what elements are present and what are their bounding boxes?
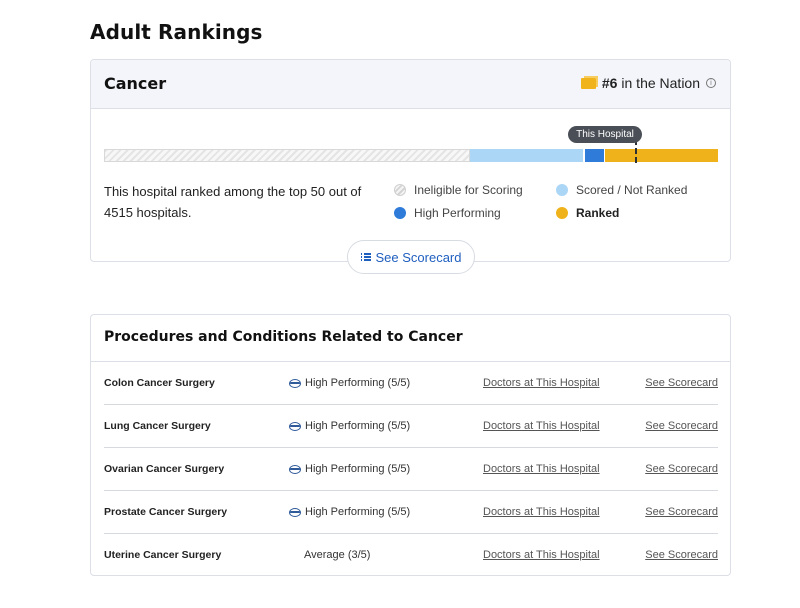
legend-scored-dot <box>556 184 568 196</box>
procedure-rating-label: Average (3/5) <box>304 549 371 561</box>
legend-scored: Scored / Not Ranked <box>556 183 687 197</box>
procedure-name: Uterine Cancer Surgery <box>104 549 222 561</box>
ranking-description: This hospital ranked among the top 50 ou… <box>104 184 362 220</box>
procedure-rating: High Performing (5/5) <box>289 377 410 389</box>
doctors-link[interactable]: Doctors at This Hospital <box>483 506 600 518</box>
procedure-name: Lung Cancer Surgery <box>104 420 211 432</box>
info-icon[interactable]: i <box>706 78 716 88</box>
bar-segment-ranked <box>605 149 718 162</box>
bar-segment-ineligible <box>104 149 470 162</box>
legend-high-label: High Performing <box>414 206 501 220</box>
legend-ranked: Ranked <box>556 206 619 220</box>
procedure-rating-label: High Performing (5/5) <box>305 420 411 432</box>
table-row: Colon Cancer Surgery High Performing (5/… <box>104 362 718 405</box>
ranking-bar <box>104 149 718 162</box>
specialty-title: Cancer <box>104 74 167 93</box>
high-performing-icon <box>289 507 301 517</box>
rank-badge-icon <box>580 75 598 89</box>
scorecard-link[interactable]: See Scorecard <box>645 420 718 432</box>
scorecard-link[interactable]: See Scorecard <box>645 506 718 518</box>
procedure-rating-label: High Performing (5/5) <box>305 377 411 389</box>
high-performing-icon <box>289 464 301 474</box>
see-scorecard-button[interactable]: See Scorecard <box>347 240 475 274</box>
bar-segment-high-performing <box>585 149 604 162</box>
procedures-title: Procedures and Conditions Related to Can… <box>104 329 463 345</box>
scorecard-link[interactable]: See Scorecard <box>645 549 718 561</box>
procedures-table: Colon Cancer Surgery High Performing (5/… <box>104 362 718 577</box>
legend-scored-label: Scored / Not Ranked <box>576 183 688 197</box>
legend-high: High Performing <box>394 206 501 220</box>
see-scorecard-label: See Scorecard <box>375 249 462 265</box>
hospital-marker-label: This Hospital <box>568 126 642 143</box>
page-title: Adult Rankings <box>90 20 263 44</box>
procedure-rating-label: High Performing (5/5) <box>305 506 411 518</box>
procedure-rating: High Performing (5/5) <box>289 463 410 475</box>
table-row: Uterine Cancer Surgery Average (3/5) Doc… <box>104 534 718 577</box>
procedure-rating: High Performing (5/5) <box>289 506 410 518</box>
doctors-link[interactable]: Doctors at This Hospital <box>483 377 600 389</box>
ranking-header: Cancer #6 in the Nation i <box>91 60 730 109</box>
legend-ineligible: Ineligible for Scoring <box>394 183 523 197</box>
table-row: Ovarian Cancer Surgery High Performing (… <box>104 448 718 491</box>
procedures-header: Procedures and Conditions Related to Can… <box>91 315 730 362</box>
scorecard-link[interactable]: See Scorecard <box>645 377 718 389</box>
nation-rank-suffix: in the Nation <box>621 75 700 91</box>
hospital-marker-line <box>635 139 637 163</box>
procedure-name: Ovarian Cancer Surgery <box>104 463 225 475</box>
legend-ranked-dot <box>556 207 568 219</box>
table-row: Lung Cancer Surgery High Performing (5/5… <box>104 405 718 448</box>
doctors-link[interactable]: Doctors at This Hospital <box>483 549 600 561</box>
procedure-name: Colon Cancer Surgery <box>104 377 215 389</box>
high-performing-icon <box>289 421 301 431</box>
doctors-link[interactable]: Doctors at This Hospital <box>483 463 600 475</box>
ranking-card: Cancer #6 in the Nation i This Hospital … <box>90 59 731 274</box>
procedure-rating: High Performing (5/5) <box>289 420 410 432</box>
table-row: Prostate Cancer Surgery High Performing … <box>104 491 718 534</box>
legend-high-dot <box>394 207 406 219</box>
doctors-link[interactable]: Doctors at This Hospital <box>483 420 600 432</box>
legend-ineligible-dot <box>394 184 406 196</box>
nation-rank: #6 in the Nation i <box>580 75 716 91</box>
bar-segment-scored <box>470 149 583 162</box>
legend-ineligible-label: Ineligible for Scoring <box>414 183 523 197</box>
scorecard-link[interactable]: See Scorecard <box>645 463 718 475</box>
list-icon <box>360 253 371 261</box>
nation-rank-number: #6 <box>601 75 618 91</box>
legend-ranked-label: Ranked <box>576 206 620 220</box>
high-performing-icon <box>289 378 301 388</box>
procedure-rating: Average (3/5) <box>304 549 370 561</box>
procedure-name: Prostate Cancer Surgery <box>104 506 228 518</box>
procedures-card: Procedures and Conditions Related to Can… <box>90 314 731 576</box>
procedure-rating-label: High Performing (5/5) <box>305 463 411 475</box>
